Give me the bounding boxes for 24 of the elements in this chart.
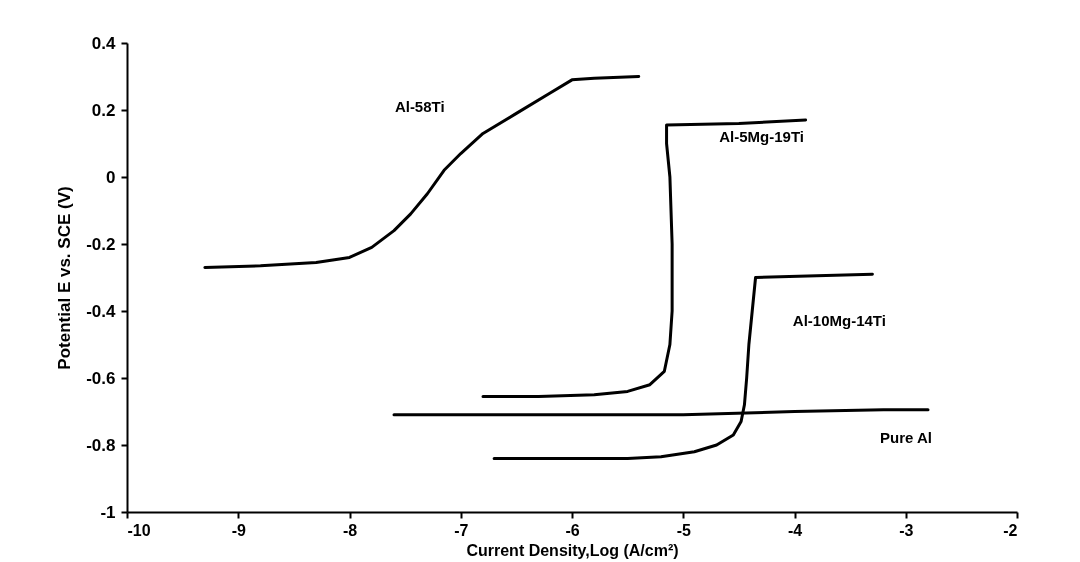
y-tick-label: -0.2 — [86, 234, 116, 254]
y-axis-title: Potential E vs. SCE (V) — [55, 186, 75, 370]
y-tick-label: 0.2 — [91, 100, 116, 120]
x-tick-label: -10 — [127, 521, 151, 539]
y-tick-label: -0.4 — [86, 301, 117, 321]
y-tick-label: 0.4 — [91, 33, 117, 53]
x-tick-label: -7 — [454, 521, 469, 539]
y-tick-label: -1 — [100, 502, 116, 522]
y-tick-label: -0.6 — [86, 368, 116, 388]
x-tick-label: -6 — [565, 521, 580, 539]
x-tick-label: -8 — [342, 521, 358, 539]
y-tick-label: 0 — [106, 167, 116, 187]
y-tick-label: -0.8 — [86, 435, 116, 455]
series-label: Al-5Mg-19Ti — [719, 128, 804, 146]
x-tick-label: -3 — [899, 521, 914, 539]
x-tick-label: -2 — [1003, 521, 1018, 539]
text: Al-10Mg-14Ti — [792, 312, 886, 330]
series-label: Pure Al — [880, 428, 932, 446]
x-tick-label: -4 — [787, 521, 803, 539]
line-series — [203, 75, 641, 269]
x-tick-label: -9 — [231, 521, 246, 539]
x-axis-title: Current Density,Log (A/cm²) — [466, 541, 679, 559]
text: Al-58Ti — [394, 97, 445, 115]
x-tick-label: -5 — [676, 521, 691, 539]
